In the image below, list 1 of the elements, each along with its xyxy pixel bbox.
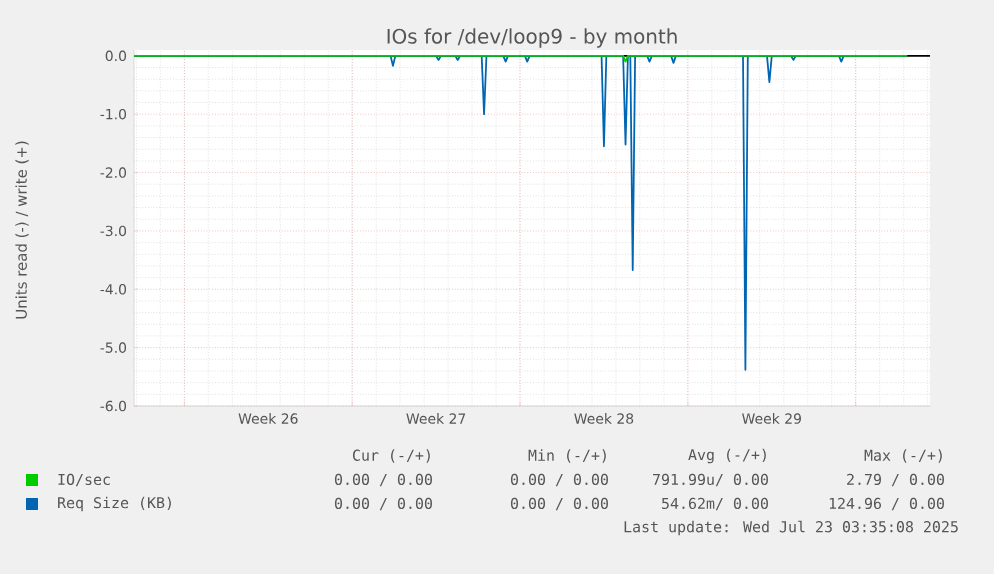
chart-title: IOs for /dev/loop9 - by month <box>387 28 677 48</box>
